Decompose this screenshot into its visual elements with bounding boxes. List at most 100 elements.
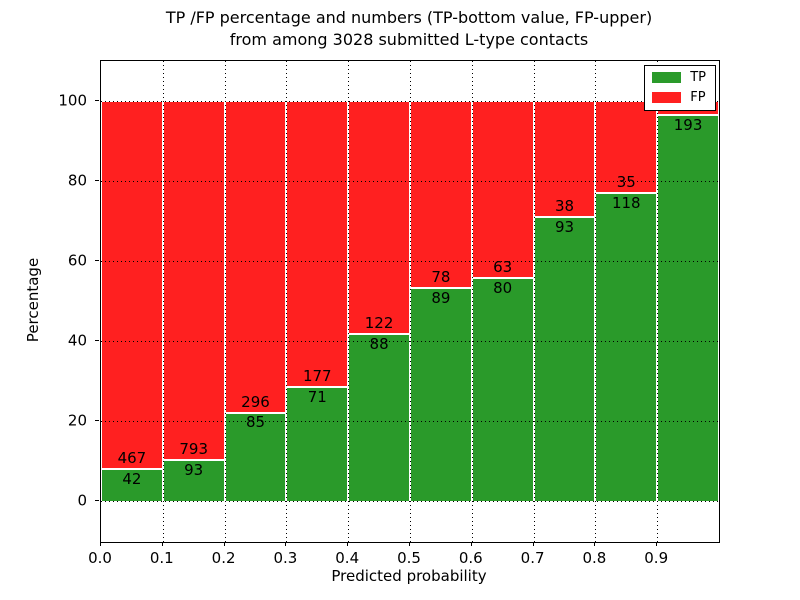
x-tick — [470, 542, 472, 546]
x-tick — [161, 542, 163, 546]
bar-segment-fp — [533, 101, 596, 218]
bar-segment-tp — [657, 115, 719, 502]
bar-bin: 467 42 — [101, 61, 163, 542]
gridline-x — [162, 61, 164, 542]
bar-label-fp: 78 — [431, 268, 451, 287]
x-tick — [347, 542, 349, 546]
gridline-x — [348, 61, 350, 542]
bar-bin: 63 80 — [471, 61, 534, 542]
bar-segment-tp — [533, 217, 596, 502]
x-axis: 0.0 0.1 0.2 0.3 0.4 0.5 0.6 0.7 0.8 0.9 — [88, 541, 718, 581]
x-tick-label: 0.5 — [397, 549, 421, 567]
x-tick — [409, 542, 410, 546]
y-tick-label: 80 — [67, 171, 87, 190]
y-tick — [95, 420, 99, 422]
x-tick-label: 0.8 — [582, 549, 607, 567]
bar-label-tp: 85 — [245, 413, 266, 432]
legend-swatch-fp-icon — [652, 92, 682, 103]
bar-segment-tp — [410, 288, 472, 502]
bar-label-fp: 296 — [241, 392, 270, 411]
bar-bin: 793 93 — [162, 61, 225, 542]
bar-bin: 38 93 — [533, 61, 596, 542]
legend-label-tp: TP — [690, 70, 706, 85]
bar-segment-fp — [224, 101, 287, 413]
bar-bin: 122 88 — [348, 61, 410, 542]
x-tick-label: 0.7 — [520, 549, 545, 567]
legend-label-fp: FP — [690, 90, 706, 105]
legend: TP FP — [644, 65, 716, 111]
gridline-x — [471, 61, 473, 542]
y-tick-label: 100 — [58, 91, 87, 110]
bar-label-tp: 88 — [369, 334, 389, 353]
x-tick-label: 0.2 — [211, 549, 236, 567]
gridline-x — [533, 61, 535, 542]
y-tick — [95, 179, 99, 181]
bar-segment-tp — [101, 468, 163, 502]
gridline-x — [410, 61, 411, 542]
bar-label-tp: 93 — [554, 218, 575, 237]
x-tick-label: 0.6 — [458, 549, 483, 567]
x-tick-label: 0.3 — [273, 549, 298, 567]
y-tick-label: 40 — [67, 331, 87, 350]
bar-segment-fp — [471, 101, 534, 278]
plot-area: 467 42 793 93 296 85 177 71 122 88 78 89 63 80 38 93 35 1… — [100, 60, 720, 543]
bar-label-tp: 193 — [673, 116, 703, 135]
bar-segment-tp — [162, 459, 225, 502]
legend-entry-fp: FP — [652, 91, 706, 104]
bar-segment-tp — [348, 333, 410, 502]
bar-label-fp: 122 — [364, 313, 394, 332]
x-tick — [285, 542, 287, 546]
x-axis-label: Predicted probability — [331, 567, 487, 585]
y-tick — [95, 99, 99, 101]
y-axis: 0 20 40 60 80 100 — [0, 60, 100, 541]
y-tick-label: 60 — [67, 251, 87, 270]
x-tick — [594, 542, 596, 546]
bar-label-tp: 80 — [493, 278, 513, 297]
chart-title: TP /FP percentage and numbers (TP-bottom… — [100, 7, 718, 51]
y-tick-label: 0 — [77, 491, 87, 510]
bar-label-fp: 35 — [616, 172, 636, 191]
x-tick — [532, 542, 534, 546]
bar-bin: 177 71 — [286, 61, 349, 542]
chart-title-line2: from among 3028 submitted L-type contact… — [229, 30, 589, 49]
bar-label-fp: 793 — [179, 439, 209, 458]
legend-entry-tp: TP — [652, 71, 706, 84]
x-tick-label: 0.0 — [88, 549, 112, 567]
legend-swatch-tp-icon — [652, 72, 682, 83]
bar-bin: 193 — [657, 61, 719, 542]
x-tick-label: 0.1 — [149, 549, 174, 567]
bar-bin: 35 118 — [595, 61, 658, 542]
gridline-x — [224, 61, 226, 542]
y-tick — [95, 259, 99, 261]
bar-bin: 78 89 — [410, 61, 472, 542]
bar-segment-fp — [410, 101, 472, 289]
gridline-x — [286, 61, 288, 542]
bar-label-tp: 42 — [122, 469, 142, 488]
x-tick — [223, 542, 225, 546]
bar-segment-tp — [286, 387, 349, 502]
bar-label-fp: 38 — [554, 197, 575, 216]
bar-label-tp: 71 — [307, 388, 327, 407]
bar-label-fp: 467 — [117, 448, 147, 467]
gridline-x — [595, 61, 597, 542]
chart-title-line1: TP /FP percentage and numbers (TP-bottom… — [165, 8, 653, 27]
x-tick — [100, 542, 101, 546]
gridline-x — [657, 61, 659, 542]
bar-segment-fp — [101, 101, 163, 469]
bar-segment-fp — [348, 101, 410, 334]
bar-segment-fp — [286, 101, 349, 388]
bar-segment-fp — [162, 101, 225, 460]
y-tick — [95, 340, 99, 342]
bar-segment-tp — [595, 192, 658, 502]
bar-label-fp: 177 — [302, 367, 332, 386]
bar-label-tp: 89 — [431, 289, 451, 308]
bar-label-tp: 93 — [184, 460, 204, 479]
x-tick-label: 0.4 — [335, 549, 360, 567]
bar-label-tp: 118 — [611, 193, 641, 212]
bar-bin: 296 85 — [224, 61, 287, 542]
y-tick-label: 20 — [67, 411, 87, 430]
x-tick — [656, 542, 658, 546]
x-tick-label: 0.9 — [644, 549, 669, 567]
bar-label-fp: 63 — [493, 257, 513, 276]
